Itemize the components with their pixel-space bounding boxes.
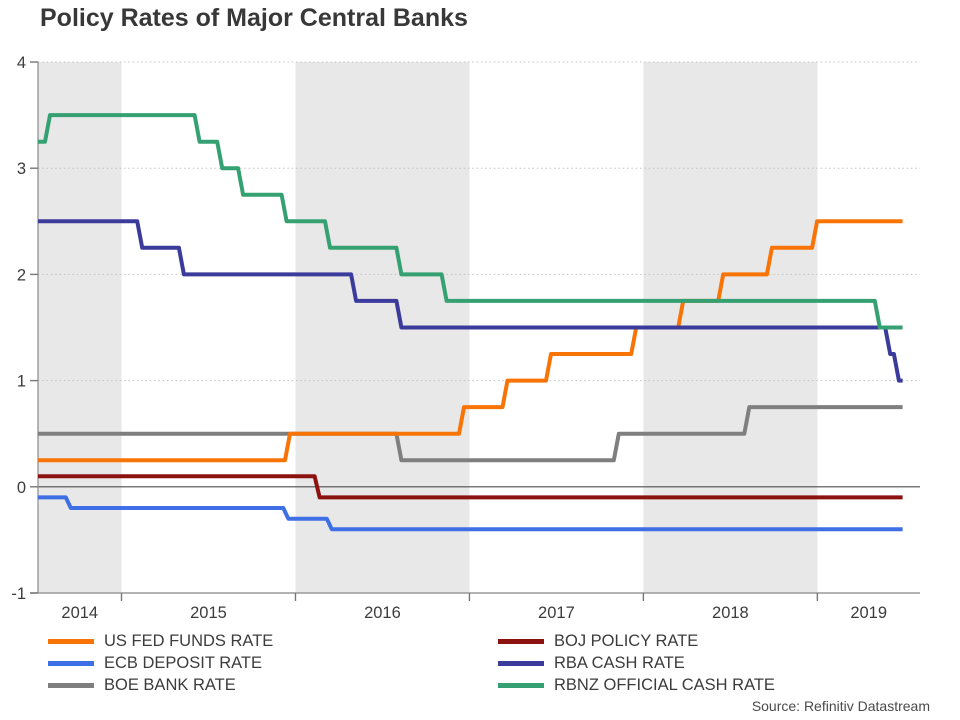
- legend-label: BOE BANK RATE: [104, 675, 236, 694]
- legend-swatch-icon: [498, 638, 544, 644]
- source-credit: Source: Refinitiv Datastream: [751, 698, 930, 714]
- series-line-ecb-deposit-rate: [38, 495, 903, 532]
- y-tick-label: 1: [17, 373, 26, 391]
- y-tick-label: -1: [11, 585, 26, 603]
- x-tick-label: 2015: [190, 604, 227, 622]
- x-tick-label: 2014: [61, 604, 98, 622]
- legend-item-ecb-deposit-rate: ECB DEPOSIT RATE: [48, 652, 273, 674]
- x-tick-label: 2017: [538, 604, 575, 622]
- legend-label: RBA CASH RATE: [554, 653, 685, 672]
- legend-label: RBNZ OFFICIAL CASH RATE: [554, 675, 775, 694]
- chart-title: Policy Rates of Major Central Banks: [40, 4, 468, 32]
- x-tick-label: 2018: [712, 604, 749, 622]
- legend-swatch-icon: [498, 660, 544, 666]
- legend-item-boe-bank-rate: BOE BANK RATE: [48, 674, 273, 696]
- series-line-boj-policy-rate: [38, 474, 903, 500]
- series-line-rba-cash-rate: [38, 219, 903, 383]
- policy-rates-plot: 4 3 2 1 0 -1 2014 2015 2016 2017 2018 2019: [11, 54, 920, 622]
- legend-column-2: BOJ POLICY RATE RBA CASH RATE RBNZ OFFICIA…: [498, 630, 775, 696]
- legend-swatch-icon: [498, 682, 544, 688]
- y-tick-label: 3: [17, 160, 26, 178]
- legend-swatch-icon: [48, 660, 94, 666]
- y-tick-label: 2: [17, 266, 26, 284]
- year-band: [38, 62, 122, 593]
- legend-column-1: US FED FUNDS RATE ECB DEPOSIT RATE BOE BAN…: [48, 630, 273, 696]
- x-tick-label: 2019: [850, 604, 887, 622]
- series-line-boe-bank-rate: [38, 405, 903, 463]
- chart-legend: US FED FUNDS RATE ECB DEPOSIT RATE BOE BAN…: [0, 630, 960, 700]
- legend-swatch-icon: [48, 682, 94, 688]
- legend-item-us-fed-funds-rate: US FED FUNDS RATE: [48, 630, 273, 652]
- series-line-rbnz-official-cash-rate: [38, 113, 903, 330]
- legend-item-boj-policy-rate: BOJ POLICY RATE: [498, 630, 775, 652]
- y-tick-label: 0: [17, 479, 26, 497]
- legend-label: US FED FUNDS RATE: [104, 631, 274, 650]
- legend-label: BOJ POLICY RATE: [554, 631, 699, 650]
- legend-item-rba-cash-rate: RBA CASH RATE: [498, 652, 775, 674]
- y-tick-label: 4: [17, 54, 26, 72]
- legend-label: ECB DEPOSIT RATE: [104, 653, 263, 672]
- x-tick-label: 2016: [364, 604, 401, 622]
- legend-item-rbnz-official-cash-rate: RBNZ OFFICIAL CASH RATE: [498, 674, 775, 696]
- series-line-us-fed-funds-rate: [38, 219, 903, 463]
- legend-swatch-icon: [48, 638, 94, 644]
